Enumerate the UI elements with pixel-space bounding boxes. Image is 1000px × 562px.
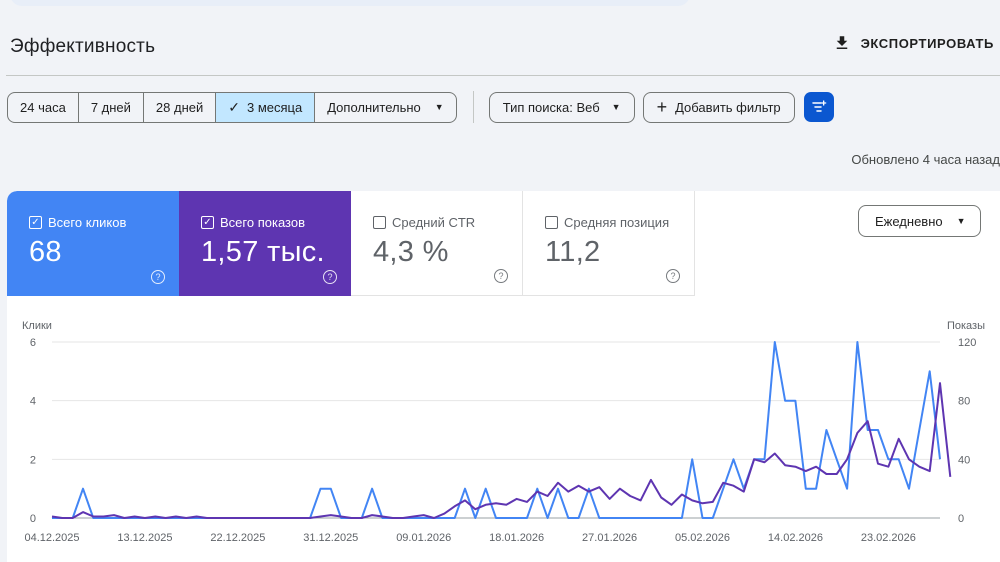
- date-range-label: 7 дней: [90, 99, 131, 115]
- chevron-down-icon: ▼: [956, 216, 966, 226]
- metric-label-row: ✓ Всего показов: [201, 215, 305, 230]
- date-range-label: 24 часа: [20, 99, 66, 115]
- download-icon: [836, 36, 847, 49]
- plus-icon: +: [656, 97, 668, 117]
- checkbox-checked-icon: ✓: [29, 216, 42, 229]
- metric-label-row: Средний CTR: [373, 215, 475, 230]
- chevron-down-icon: ▼: [611, 102, 621, 112]
- header-divider: [6, 75, 1000, 76]
- updated-timestamp: Обновлено 4 часа назад: [851, 152, 1000, 167]
- metric-card-impressions[interactable]: ✓ Всего показов 1,57 тыс. ?: [179, 191, 351, 296]
- help-circle-icon[interactable]: ?: [151, 270, 165, 284]
- metric-label: Средний CTR: [392, 215, 476, 230]
- page-title: Эффективность: [10, 36, 156, 57]
- metric-card-position[interactable]: Средняя позиция 11,2 ?: [523, 191, 695, 296]
- help-circle-icon[interactable]: ?: [323, 270, 337, 284]
- metric-label-row: Средняя позиция: [545, 215, 669, 230]
- export-button[interactable]: ЭКСПОРТИРОВАТЬ: [833, 34, 994, 52]
- metric-value: 4,3 %: [373, 236, 449, 268]
- period-dropdown[interactable]: Ежедневно ▼: [858, 205, 981, 237]
- help-circle-icon[interactable]: ?: [494, 269, 508, 283]
- add-filter-button[interactable]: + Добавить фильтр: [642, 91, 795, 123]
- metric-label-row: ✓ Всего кликов: [29, 215, 126, 230]
- check-icon: ✓: [228, 98, 240, 115]
- metric-value: 11,2: [545, 236, 601, 268]
- date-range-28d[interactable]: 28 дней: [144, 92, 217, 122]
- date-range-label: Дополнительно: [327, 99, 421, 115]
- add-filter-label: Добавить фильтр: [675, 99, 781, 115]
- metric-card-clicks[interactable]: ✓ Всего кликов 68 ?: [7, 191, 179, 296]
- search-type-label: Тип поиска: Веб: [502, 99, 600, 115]
- checkbox-unchecked-icon: [545, 216, 558, 229]
- filter-bar: 24 часа 7 дней 28 дней ✓ 3 месяца Дополни…: [7, 91, 834, 123]
- date-range-24h[interactable]: 24 часа: [8, 92, 79, 122]
- metric-label: Всего показов: [220, 215, 305, 230]
- export-label: ЭКСПОРТИРОВАТЬ: [860, 35, 994, 51]
- metric-card-ctr[interactable]: Средний CTR 4,3 % ?: [351, 191, 523, 296]
- period-label: Ежедневно: [875, 213, 943, 229]
- performance-header: Эффективность ЭКСПОРТИРОВАТЬ: [0, 28, 1000, 68]
- top-search-bar-edge: [10, 0, 690, 6]
- search-type-dropdown[interactable]: Тип поиска: Веб ▼: [488, 91, 635, 123]
- date-range-3m[interactable]: ✓ 3 месяца: [216, 92, 316, 122]
- date-range-selector: 24 часа 7 дней 28 дней ✓ 3 месяца Дополни…: [7, 91, 457, 123]
- metric-value: 68: [29, 236, 62, 268]
- filter-settings-icon: [811, 100, 827, 112]
- metric-label: Средняя позиция: [564, 215, 670, 230]
- filter-settings-button[interactable]: [803, 92, 834, 122]
- performance-panel: ✓ Всего кликов 68 ? ✓ Всего показов 1,57 т…: [7, 191, 1000, 562]
- date-range-label: 28 дней: [155, 99, 204, 115]
- date-range-label: 3 месяца: [246, 99, 303, 115]
- checkbox-checked-icon: ✓: [201, 216, 214, 229]
- help-circle-icon[interactable]: ?: [666, 269, 680, 283]
- chevron-down-icon: ▼: [434, 102, 444, 112]
- checkbox-unchecked-icon: [373, 216, 386, 229]
- metric-label: Всего кликов: [48, 215, 127, 230]
- date-range-more[interactable]: Дополнительно ▼: [315, 93, 456, 122]
- filter-separator: [472, 91, 474, 123]
- metric-value: 1,57 тыс.: [201, 236, 325, 268]
- date-range-7d[interactable]: 7 дней: [79, 92, 144, 122]
- metric-cards: ✓ Всего кликов 68 ? ✓ Всего показов 1,57 т…: [7, 191, 695, 296]
